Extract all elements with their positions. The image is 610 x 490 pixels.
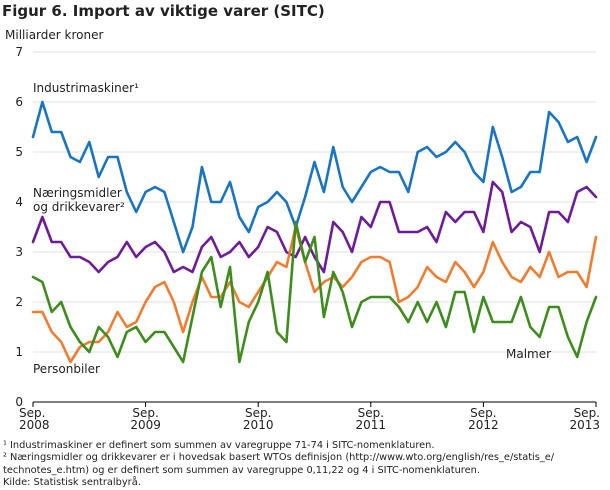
series-label-4: Malmer [506,347,551,361]
x-tick-label: 2008 [19,418,50,432]
y-tick-label: 7 [15,45,23,59]
series-label-2: og drikkevarer² [33,200,125,214]
x-tick-label: Sep. [470,406,496,420]
series-line-3 [31,220,598,364]
footnote-2-cont: technotes_e.htm) og er definert som summ… [3,464,480,476]
y-tick-label: 4 [15,195,23,209]
series-line-0 [31,100,598,254]
series-line-1 [31,180,598,274]
footnote-2: ² Næringsmidler og drikkevarer er i hove… [3,452,555,464]
y-tick-label: 5 [15,145,23,159]
x-tick-label: Sep. [245,406,271,420]
x-tick-label: 2010 [243,418,274,432]
y-tick-label: 6 [15,95,23,109]
series-label-0: Industrimaskiner¹ [33,81,139,95]
series-label-3: Personbiler [33,362,100,376]
y-axis: 0 1 2 3 4 5 6 7 [15,45,23,409]
x-tick-label: Sep. [19,406,45,420]
footnote-1: ¹ Industrimaskiner er definert som summe… [3,440,435,451]
y-axis-label: Milliarder kroner [5,28,103,42]
x-tick-label: 2011 [356,418,387,432]
x-tick-label: 2013 [569,418,600,432]
y-tick-label: 1 [15,345,23,359]
x-tick-label: 2012 [468,418,499,432]
x-tick-label: 2009 [130,418,161,432]
series-label-1: Næringsmidler [33,186,122,200]
y-tick-label: 2 [15,295,23,309]
series-lines [31,100,598,364]
x-tick-label: Sep. [574,406,600,420]
y-tick-label: 3 [15,245,23,259]
x-tick-label: Sep. [358,406,384,420]
x-tick-label: Sep. [132,406,158,420]
source-note: Kilde: Statistisk sentralbyrå. [3,477,141,489]
footnotes: ¹ Industrimaskiner er definert som summe… [3,440,603,490]
gridlines [33,51,596,403]
y-tick-label: 0 [15,395,23,409]
x-axis: Sep.2008Sep.2009Sep.2010Sep.2011Sep.2012… [19,402,600,432]
chart-title: Figur 6. Import av viktige varer (SITC) [2,2,325,20]
series-line-2 [31,225,598,364]
